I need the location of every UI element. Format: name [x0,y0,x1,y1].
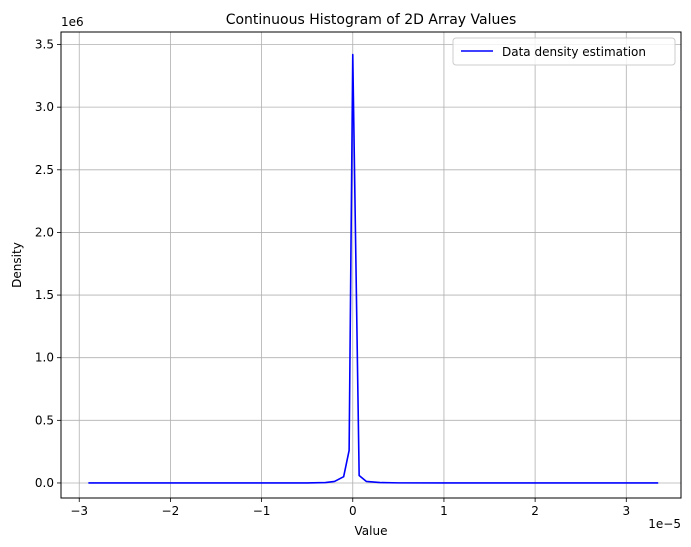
y-tick-label: 3.5 [35,38,54,52]
legend-box [452,37,676,66]
x-ticks: −3 −2 −1 0 1 2 3 [70,498,630,518]
legend-label: Data density estimation [502,45,646,59]
y-tick-label: 3.0 [35,100,54,114]
y-tick-label: 0.0 [35,476,54,490]
x-tick-label: 1 [440,504,448,518]
grid-lines [61,32,681,498]
x-axis-label: Value [355,524,388,538]
series-layer [88,53,659,484]
series-line [88,53,659,484]
y-offset-label: 1e6 [61,15,84,29]
x-tick-label: −3 [70,504,88,518]
x-tick-label: −2 [162,504,180,518]
chart-title: Continuous Histogram of 2D Array Values [226,12,517,28]
plot-frame [60,31,682,499]
y-tick-label: 0.5 [35,413,54,427]
y-tick-label: 1.5 [35,288,54,302]
x-tick-label: 2 [531,504,539,518]
x-tick-label: −1 [253,504,271,518]
y-tick-label: 2.5 [35,163,54,177]
legend: Data density estimation [452,37,676,66]
x-offset-label: 1e−5 [648,517,681,531]
y-tick-label: 2.0 [35,225,54,239]
y-tick-label: 1.0 [35,351,54,365]
y-axis-label: Density [10,242,24,288]
y-ticks: 0.0 0.5 1.0 1.5 2.0 2.5 3.0 3.5 [35,38,61,490]
x-tick-label: 3 [622,504,630,518]
x-tick-label: 0 [349,504,357,518]
